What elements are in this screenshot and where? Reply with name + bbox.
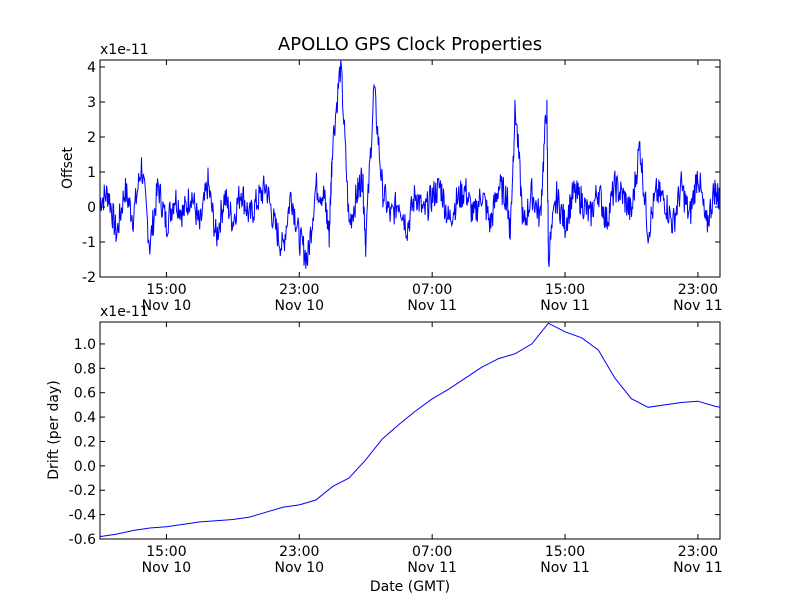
x-tick-label: Nov 11 — [673, 298, 723, 314]
y-tick-label: 2 — [87, 130, 96, 146]
x-tick-label: 23:00 — [678, 282, 718, 298]
y-tick-label: 0.2 — [74, 434, 96, 450]
drift-scale-label: x1e-11 — [100, 304, 149, 320]
y-tick-label: 3 — [87, 95, 96, 111]
y-tick-label: 1 — [87, 165, 96, 181]
x-tick-label: Nov 11 — [407, 298, 457, 314]
drift-y-ticks: -0.6 -0.4 -0.2 0.0 0.2 0.4 0.6 0.8 1.0 — [69, 337, 720, 548]
drift-series-line — [99, 322, 721, 538]
y-tick-label: 4 — [87, 60, 96, 76]
y-tick-label: -0.6 — [69, 532, 96, 548]
x-tick-label: Nov 11 — [540, 298, 590, 314]
x-tick-label: 07:00 — [412, 544, 452, 560]
x-tick-label: Nov 10 — [142, 560, 192, 576]
y-tick-label: -2 — [82, 270, 96, 286]
x-tick-label: 23:00 — [279, 544, 319, 560]
figure-title: APOLLO GPS Clock Properties — [278, 34, 542, 55]
y-tick-label: 0 — [87, 200, 96, 216]
y-tick-label: -0.4 — [69, 508, 96, 524]
offset-series-line — [99, 59, 720, 269]
x-tick-label: Nov 11 — [673, 560, 723, 576]
drift-x-axis-label: Date (GMT) — [370, 579, 450, 595]
drift-panel: x1e-11 Drift (per day) Date (GMT) -0.6-0… — [46, 304, 723, 595]
x-tick-label: 15:00 — [545, 544, 585, 560]
offset-y-ticks: -2 -1 0 1 2 3 4 — [82, 60, 720, 286]
y-tick-label: 0.4 — [74, 410, 96, 426]
x-tick-label: Nov 10 — [142, 298, 192, 314]
drift-plot-frame — [99, 321, 721, 540]
y-tick-label: 0.6 — [74, 386, 96, 402]
x-tick-label: 15:00 — [545, 282, 585, 298]
drift-y-axis-label: Drift (per day) — [46, 380, 62, 479]
x-tick-label: Nov 10 — [275, 560, 325, 576]
x-tick-label: 23:00 — [279, 282, 319, 298]
offset-scale-label: x1e-11 — [100, 42, 149, 58]
y-tick-label: 0.8 — [74, 361, 96, 377]
y-tick-label: -1 — [82, 235, 96, 251]
y-tick-label: 0.0 — [74, 459, 96, 475]
y-tick-label: 1.0 — [74, 337, 96, 353]
x-tick-label: Nov 11 — [540, 560, 590, 576]
offset-y-axis-label: Offset — [60, 146, 76, 189]
x-tick-label: 07:00 — [412, 282, 452, 298]
y-tick-label: -0.2 — [69, 483, 96, 499]
x-tick-label: Nov 11 — [407, 560, 457, 576]
x-tick-label: 15:00 — [146, 282, 186, 298]
x-tick-label: 15:00 — [146, 544, 186, 560]
x-tick-label: Nov 10 — [275, 298, 325, 314]
x-tick-label: 23:00 — [678, 544, 718, 560]
offset-plot-frame — [99, 59, 721, 278]
